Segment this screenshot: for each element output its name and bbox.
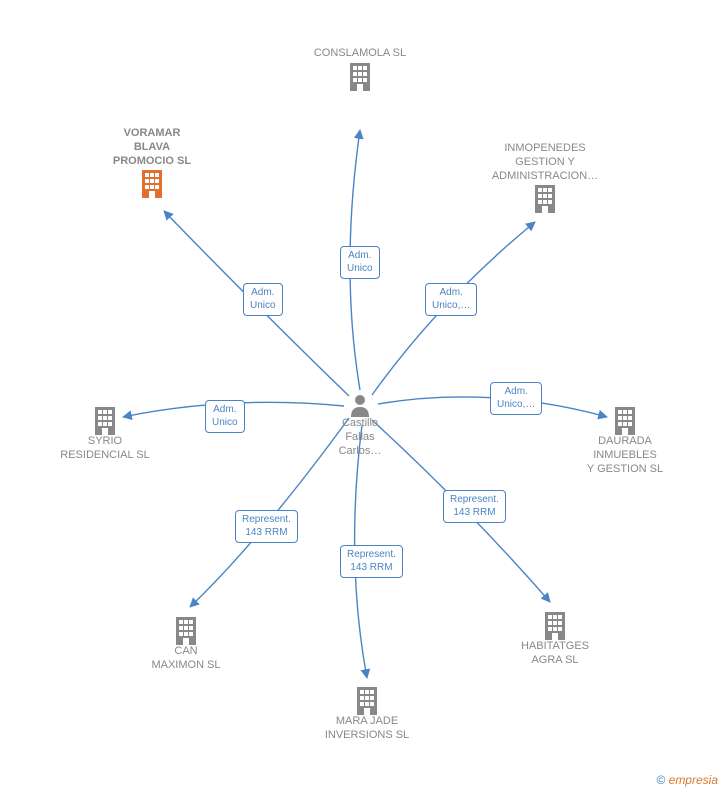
center-person-label: Castillo Fallas Carlos… [320,417,400,458]
edge-label: Represent.143 RRM [443,490,506,523]
building-icon [40,405,170,435]
company-node-habitatges[interactable]: HABITATGES AGRA SL [490,610,620,668]
company-node-daurada[interactable]: DAURADA INMUEBLES Y GESTION SL [560,405,690,476]
company-label: SYRIO RESIDENCIAL SL [40,435,170,463]
edge-label: Adm.Unico,… [425,283,477,316]
building-icon [480,183,610,213]
edge-label: Adm.Unico,… [490,382,542,415]
building-icon [87,168,217,198]
center-person-node[interactable]: Castillo Fallas Carlos… [320,393,400,458]
company-label: VORAMAR BLAVA PROMOCIO SL [87,127,217,168]
copyright-symbol: © [656,773,665,787]
building-icon [302,685,432,715]
edge-label: Represent.143 RRM [340,545,403,578]
company-node-marajade[interactable]: MARA JADE INVERSIONS SL [302,685,432,743]
diagram-canvas: Castillo Fallas Carlos… VORAMAR BLAVA PRO… [0,0,728,795]
person-icon [320,393,400,417]
edge-label: Represent.143 RRM [235,510,298,543]
company-label: HABITATGES AGRA SL [490,640,620,668]
watermark: © empresia [656,773,718,787]
building-icon [295,61,425,91]
edge-label: Adm.Unico [205,400,245,433]
brand-name: empresia [669,773,718,787]
company-node-conslamola[interactable]: CONSLAMOLA SL [295,47,425,91]
company-node-inmopenedes[interactable]: INMOPENEDES GESTION Y ADMINISTRACION… [480,142,610,213]
building-icon [560,405,690,435]
edge-label: Adm.Unico [340,246,380,279]
company-label: MARA JADE INVERSIONS SL [302,715,432,743]
building-icon [121,615,251,645]
building-icon [490,610,620,640]
company-label: INMOPENEDES GESTION Y ADMINISTRACION… [480,142,610,183]
company-node-syrio[interactable]: SYRIO RESIDENCIAL SL [40,405,170,463]
company-label: CONSLAMOLA SL [295,47,425,61]
edge-label: Adm.Unico [243,283,283,316]
company-label: CAN MAXIMON SL [121,645,251,673]
company-node-canmaximon[interactable]: CAN MAXIMON SL [121,615,251,673]
company-node-voramar[interactable]: VORAMAR BLAVA PROMOCIO SL [87,127,217,198]
company-label: DAURADA INMUEBLES Y GESTION SL [560,435,690,476]
